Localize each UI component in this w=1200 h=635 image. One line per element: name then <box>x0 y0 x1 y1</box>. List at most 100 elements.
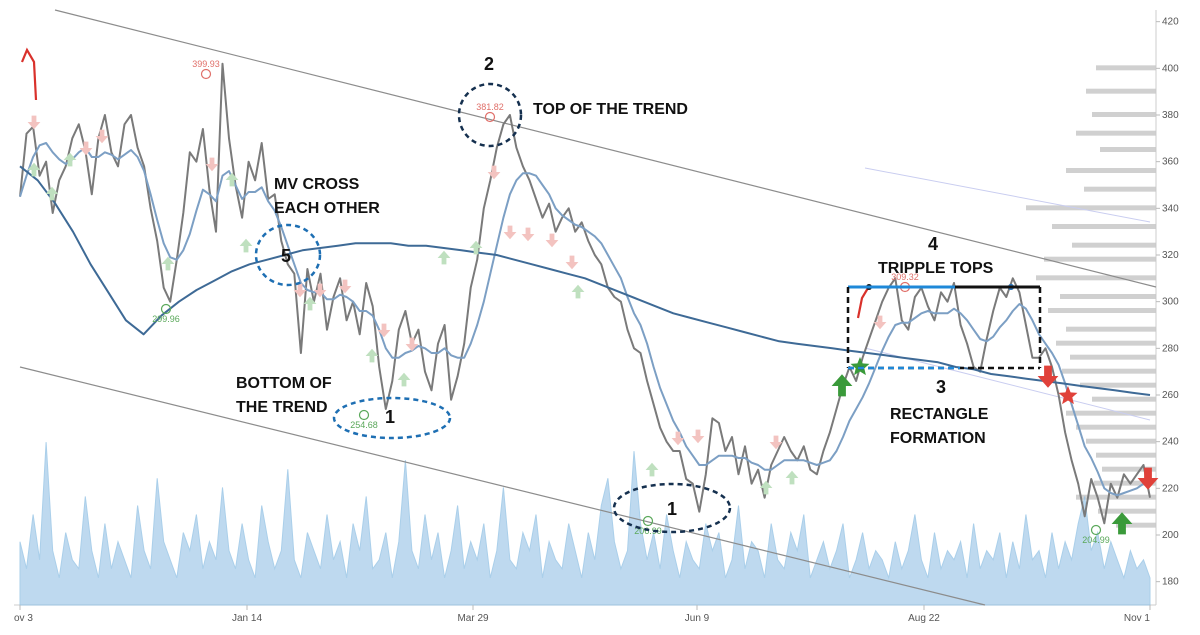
volume-profile-bar <box>1100 147 1156 152</box>
sell-arrow-icon <box>873 315 887 330</box>
series-start-highlight <box>20 47 38 101</box>
buy-arrow-icon <box>45 186 59 201</box>
point-label: 254.68 <box>350 420 378 430</box>
buy-arrow-icon <box>645 462 659 477</box>
buy-arrow-icon <box>785 470 799 485</box>
sell-arrow-icon <box>95 129 109 144</box>
point-label: 381.82 <box>476 102 504 112</box>
x-tick-label: Nov 1 <box>1124 613 1151 624</box>
annotation-3: 3 <box>936 377 946 397</box>
annotation-mv-cross-1: MV CROSS <box>274 176 360 193</box>
y-tick-label: 220 <box>1162 483 1179 494</box>
buy-star-icon <box>850 357 870 376</box>
sell-arrow-icon <box>487 165 501 180</box>
sell-arrow-icon <box>565 255 579 270</box>
sell-arrow-icon <box>1037 365 1059 388</box>
volume-profile-bar <box>1070 354 1156 360</box>
volume-profile-bar <box>1036 275 1156 281</box>
volume-area <box>19 442 1151 606</box>
y-tick-label: 420 <box>1162 17 1179 28</box>
annotation-4: 4 <box>928 234 938 254</box>
annotation-2: 2 <box>484 54 494 74</box>
point-label: 309.32 <box>891 272 919 282</box>
buy-arrow-icon <box>1111 512 1133 535</box>
volume-profile-bar <box>1048 308 1156 313</box>
sell-arrow-icon <box>313 283 327 298</box>
y-tick-label: 380 <box>1162 110 1179 121</box>
sell-arrow-icon <box>79 141 93 156</box>
y-tick-label: 400 <box>1162 63 1179 74</box>
annotation-5: 5 <box>281 246 291 266</box>
sell-arrow-icon <box>205 157 219 172</box>
y-axis-ticks: 180 200 220 240 260 280 300 320 340 360 380 400 420 <box>1156 17 1179 588</box>
point-marker <box>1090 524 1102 536</box>
x-tick-label: Aug 22 <box>908 613 940 624</box>
circle-mv-cross <box>254 223 322 287</box>
volume-profile-bar <box>1060 294 1156 299</box>
faint-guide-line <box>864 167 1151 223</box>
volume-profile <box>1026 65 1156 528</box>
channel-upper-line <box>54 9 1157 288</box>
volume-profile-bar <box>1076 424 1156 430</box>
volume-profile-bar <box>1092 112 1156 117</box>
volume-profile-bar <box>1116 522 1156 528</box>
sell-arrow-icon <box>338 279 352 294</box>
point-marker <box>642 515 654 527</box>
circle-bottom-2 <box>612 482 732 534</box>
circle-top-of-trend <box>457 82 523 148</box>
point-label: 204.99 <box>1082 535 1110 545</box>
annotation-mv-cross-2: EACH OTHER <box>274 200 380 217</box>
buy-arrow-icon <box>437 250 451 265</box>
sell-arrow-icon <box>671 431 685 446</box>
buy-arrow-icon <box>365 348 379 363</box>
buy-arrow-icon <box>397 372 411 387</box>
annotation-1b: 1 <box>667 499 677 519</box>
annotation-bottom-2: THE TREND <box>236 399 328 416</box>
volume-profile-bar <box>1072 242 1156 248</box>
trade-markers <box>27 115 1159 535</box>
volume-profile-bar <box>1026 205 1156 211</box>
series-slow-moving-average <box>19 165 1151 396</box>
y-tick-label: 360 <box>1162 157 1179 168</box>
y-tick-label: 320 <box>1162 250 1179 261</box>
y-tick-label: 340 <box>1162 203 1179 214</box>
buy-arrow-icon <box>571 284 585 299</box>
volume-profile-bar <box>1066 326 1156 332</box>
volume-profile-bar <box>1076 130 1156 136</box>
annotation-bottom-1: BOTTOM OF <box>236 375 332 392</box>
volume-profile-bar <box>1086 438 1156 444</box>
point-marker <box>200 68 212 80</box>
point-label: 299.96 <box>152 314 180 324</box>
volume-profile-bar <box>1080 382 1156 388</box>
y-tick-label: 300 <box>1162 297 1179 308</box>
buy-arrow-icon <box>831 374 853 397</box>
buy-arrow-icon <box>239 238 253 253</box>
annotation-rectangle-1: RECTANGLE <box>890 406 989 423</box>
buy-arrow-icon <box>161 256 175 271</box>
annotation-shapes <box>254 82 1042 534</box>
sell-arrow-icon <box>691 429 705 444</box>
volume-profile-bar <box>1086 88 1156 94</box>
volume-profile-bar <box>1066 410 1156 416</box>
annotation-rectangle-2: FORMATION <box>890 430 986 447</box>
series-fast-moving-average <box>19 142 1150 497</box>
channel-lower-line <box>19 366 986 606</box>
sell-arrow-icon <box>769 435 783 450</box>
annotation-tripple-tops: TRIPPLE TOPS <box>878 260 994 277</box>
y-tick-label: 260 <box>1162 390 1179 401</box>
volume-profile-bar <box>1056 340 1156 346</box>
circle-bottom-1 <box>332 396 452 440</box>
trend-channel <box>19 9 1157 606</box>
volume-profile-bar <box>1098 508 1156 514</box>
sell-arrow-icon <box>293 283 307 298</box>
buy-arrow-icon <box>63 152 77 167</box>
buy-arrow-icon <box>469 240 483 255</box>
faint-guide-line <box>864 347 1151 421</box>
y-tick-label: 280 <box>1162 343 1179 354</box>
x-tick-label: Mar 29 <box>457 613 489 624</box>
annotation-1a: 1 <box>385 407 395 427</box>
volume-profile-bar <box>1052 224 1156 229</box>
sell-arrow-icon <box>545 233 559 248</box>
